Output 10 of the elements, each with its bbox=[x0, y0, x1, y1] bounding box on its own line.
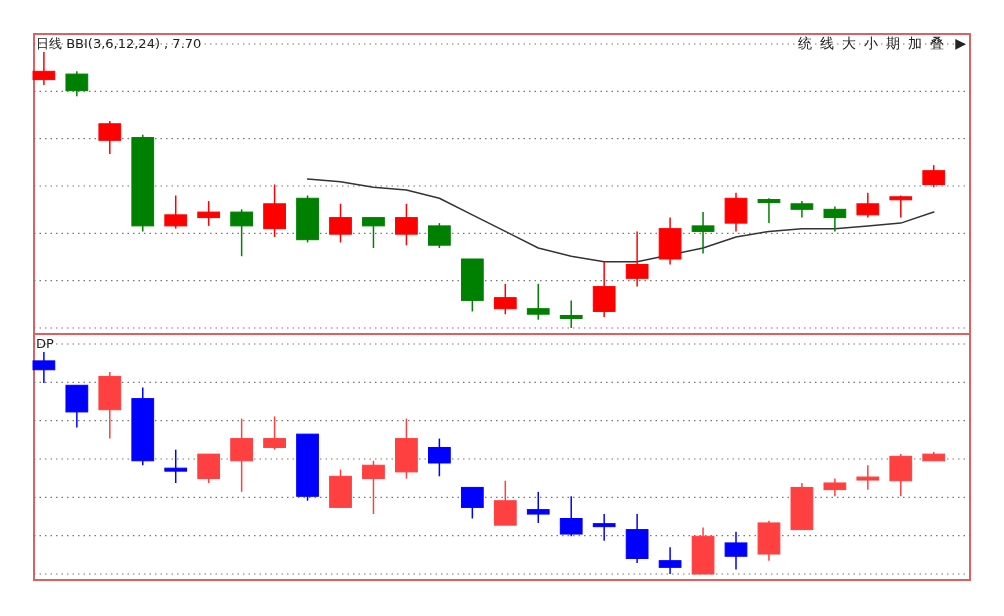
text: ▶ bbox=[955, 35, 967, 51]
text: 期 bbox=[886, 35, 900, 51]
text: 叠 bbox=[930, 35, 944, 51]
text: 线 bbox=[820, 35, 834, 51]
text: 小 bbox=[864, 35, 878, 51]
chart-title: 日线 BBI(3,6,12,24) , 7.70 bbox=[36, 36, 202, 51]
text: 统 bbox=[798, 35, 812, 51]
text: 加 bbox=[908, 35, 922, 51]
text: 大 bbox=[842, 35, 856, 51]
chart-title: DP bbox=[36, 336, 55, 351]
